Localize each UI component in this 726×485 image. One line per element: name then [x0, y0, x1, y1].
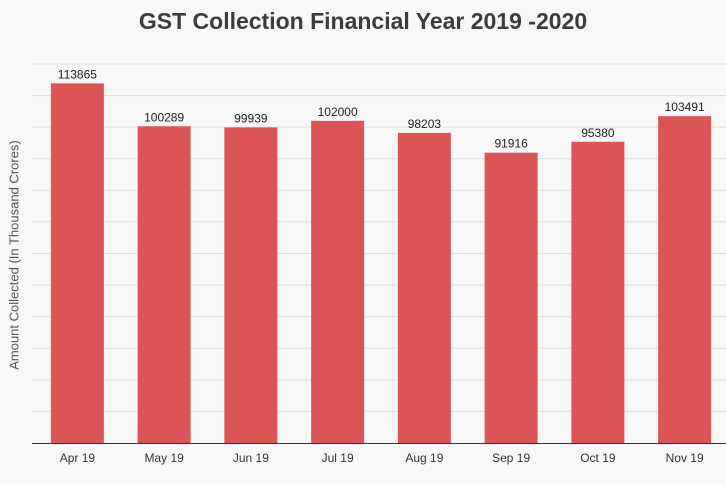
bars: [50, 83, 712, 444]
bar-jun-19: [224, 127, 278, 444]
bar-aug-19: [397, 132, 451, 443]
bar-jul-19: [311, 120, 365, 443]
bar-value-label: 99939: [234, 111, 268, 125]
x-tick-label: Apr 19: [60, 451, 96, 465]
bar-oct-19: [571, 141, 625, 443]
x-tick-label: May 19: [144, 451, 184, 465]
bar-value-label: 98203: [408, 117, 442, 131]
bar-value-label: 102000: [318, 105, 358, 119]
bar-value-label: 91916: [494, 137, 528, 151]
x-tick-label: Jun 19: [233, 451, 269, 465]
bar-may-19: [137, 126, 191, 443]
x-tick-label: Sep 19: [492, 451, 530, 465]
x-tick-label: Nov 19: [666, 451, 704, 465]
bar-value-labels: 113865 100289 99939 102000 98203 91916 95380 10…: [58, 67, 705, 150]
x-tick-label: Jul 19: [322, 451, 354, 465]
bar-nov-19: [658, 116, 712, 443]
x-tick-label: Oct 19: [580, 451, 616, 465]
bar-sep-19: [484, 152, 538, 443]
chart-title: GST Collection Financial Year 2019 -2020: [138, 8, 588, 34]
bar-apr-19: [50, 83, 104, 443]
bar-value-label: 113865: [58, 67, 97, 81]
bar-value-label: 100289: [144, 110, 184, 124]
bar-value-label: 95380: [581, 126, 615, 140]
x-tick-labels: Apr 19 May 19 Jun 19 Jul 19 Aug 19 Sep 19 Oct …: [60, 451, 704, 465]
x-tick-label: Aug 19: [405, 451, 443, 465]
bar-value-label: 103491: [665, 100, 705, 114]
